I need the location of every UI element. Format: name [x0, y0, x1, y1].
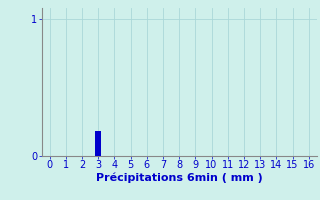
- Bar: [95, 131, 101, 156]
- X-axis label: Précipitations 6min ( mm ): Précipitations 6min ( mm ): [96, 173, 263, 183]
